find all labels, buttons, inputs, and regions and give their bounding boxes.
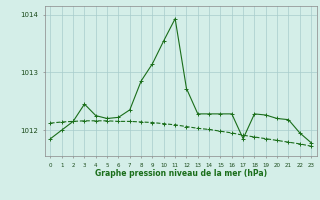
X-axis label: Graphe pression niveau de la mer (hPa): Graphe pression niveau de la mer (hPa): [95, 169, 267, 178]
